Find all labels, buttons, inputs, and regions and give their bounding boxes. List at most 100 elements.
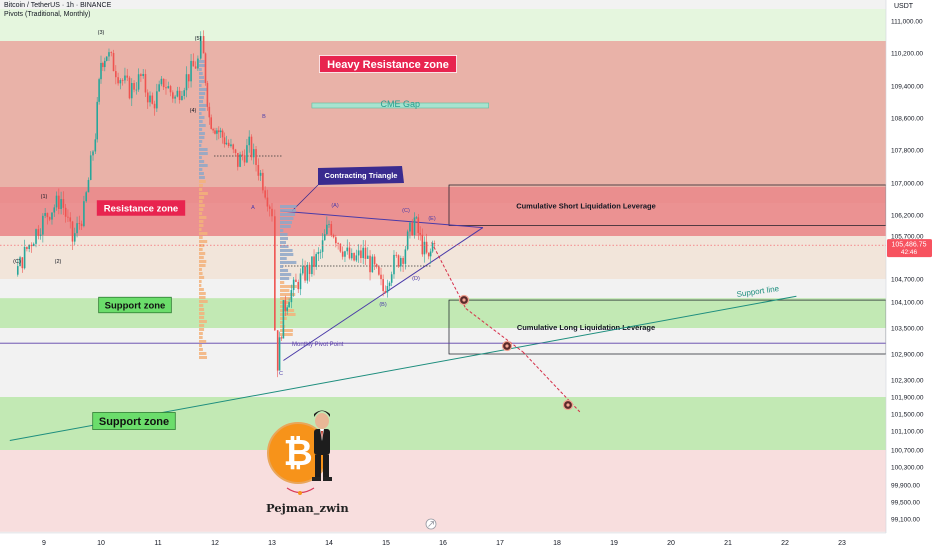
candle-body-12	[44, 213, 46, 216]
y-tick-14: 101,500.00	[891, 412, 924, 419]
price-countdown: 42:46	[901, 249, 918, 256]
vp-left-bar	[199, 352, 207, 355]
vp-left-bar	[199, 344, 202, 347]
candle-body-21	[64, 207, 67, 217]
vp-left-bar	[199, 152, 208, 155]
y-tick-16: 100,700.00	[891, 448, 924, 455]
candle-body-181	[419, 232, 421, 235]
support-zone-label-2: Support zone	[92, 412, 176, 430]
candle-body-184	[425, 241, 428, 253]
price-axis[interactable]: 111,000.00 110,200.00 109,400.00 108,600.00…	[885, 0, 924, 550]
vp-right-bar	[280, 265, 284, 268]
vp-left-bar	[199, 264, 206, 267]
indicator-legend[interactable]: Pivots (Traditional, Monthly)	[4, 11, 91, 18]
vp-left-bar	[199, 240, 208, 243]
labels-layer: Heavy Resistance zone Resistance zone Supp…	[13, 30, 489, 430]
vp-left-bar	[199, 244, 205, 247]
vp-right-bar	[280, 205, 297, 208]
vp-left-bar	[199, 60, 205, 63]
target-marker-dot-0	[462, 298, 466, 302]
vp-left-bar	[199, 356, 208, 359]
candle-body-167	[388, 282, 391, 287]
candle-body-32	[89, 155, 92, 180]
time-axis[interactable]: 9 10 11 12 13 14 15 16 17 18 19 20 21 22 23	[42, 540, 846, 547]
y-tick-11: 102,900.00	[891, 352, 924, 359]
candle-body-90	[218, 130, 220, 133]
candle-body-143	[335, 237, 337, 244]
candle-body-18	[58, 195, 60, 209]
candle-body-177	[411, 222, 414, 235]
target-marker-dot-1	[505, 344, 509, 348]
vp-right-bar	[280, 321, 284, 324]
candle-body-147	[344, 251, 346, 257]
candle-body-44	[115, 71, 117, 78]
chart-symbol-title[interactable]: Bitcoin / TetherUS · 1h · BINANCE	[4, 2, 112, 9]
vp-left-bar	[199, 336, 203, 339]
candle-body-52	[133, 83, 135, 90]
candle-body-15	[51, 212, 53, 220]
candle-body-145	[339, 243, 342, 252]
vp-right-bar	[280, 289, 290, 292]
candle-body-69	[172, 92, 174, 99]
candle-body-66	[165, 87, 167, 89]
vp-left-bar	[199, 272, 203, 275]
vp-left-bar	[199, 340, 207, 343]
candle-body-82	[202, 36, 205, 54]
candle-body-8	[35, 229, 37, 244]
vp-left-bar	[199, 124, 206, 127]
candle-body-92	[221, 130, 224, 138]
y-tick-1: 110,200.00	[891, 51, 923, 58]
candle-body-138	[323, 234, 326, 241]
candle-body-54	[137, 74, 140, 90]
vp-left-bar	[199, 100, 203, 103]
vp-left-bar	[199, 156, 202, 159]
vp-left-bar	[199, 216, 207, 219]
vp-left-bar	[199, 140, 203, 143]
candle-body-187	[431, 243, 434, 252]
candle-body-14	[48, 217, 51, 220]
vp-left-bar	[199, 148, 208, 151]
candle-body-97	[232, 144, 235, 150]
vp-left-bar	[199, 320, 207, 323]
x-tick-6: 15	[382, 540, 390, 547]
vp-left-bar	[199, 116, 205, 119]
resistance-zone-label-bg	[96, 200, 186, 216]
vp-left-bar	[199, 324, 205, 327]
wave-label-1: (2)	[55, 259, 62, 265]
candle-body-10	[39, 234, 42, 236]
y-tick-0: 111,000.00	[891, 19, 923, 26]
candle-body-41	[108, 52, 110, 57]
heavy-resistance-label: Heavy Resistance zone	[319, 55, 457, 73]
candle-body-113	[268, 206, 271, 209]
currency-label[interactable]: USDT	[894, 3, 914, 10]
candle-body-9	[37, 229, 40, 236]
vp-left-bar	[199, 176, 205, 179]
vp-left-bar	[199, 192, 208, 195]
candle-body-160	[373, 256, 376, 265]
y-tick-18: 99,900.00	[891, 483, 920, 490]
candle-body-58	[146, 92, 149, 103]
candle-body-103	[246, 145, 248, 163]
candle-body-30	[85, 192, 87, 202]
candle-body-122	[288, 302, 290, 308]
goto-realtime-icon[interactable]	[425, 518, 437, 530]
y-tick-9: 104,100.00	[891, 300, 924, 307]
candle-body-13	[46, 213, 49, 218]
x-tick-11: 20	[667, 540, 675, 547]
candle-body-115	[274, 216, 276, 331]
candle-body-107	[255, 149, 257, 165]
candle-body-106	[252, 149, 255, 158]
candle-body-36	[98, 79, 100, 102]
x-tick-3: 12	[211, 540, 219, 547]
vp-left-bar	[199, 208, 204, 211]
vp-left-bar	[199, 164, 208, 167]
candle-body-96	[230, 144, 232, 147]
projected-path-seg-2	[522, 351, 581, 413]
x-tick-13: 22	[781, 540, 789, 547]
candle-body-49	[126, 75, 129, 78]
candle-body-1	[19, 257, 21, 267]
vp-right-bar	[280, 245, 289, 248]
candle-body-154	[360, 250, 362, 259]
vp-left-bar	[199, 248, 203, 251]
